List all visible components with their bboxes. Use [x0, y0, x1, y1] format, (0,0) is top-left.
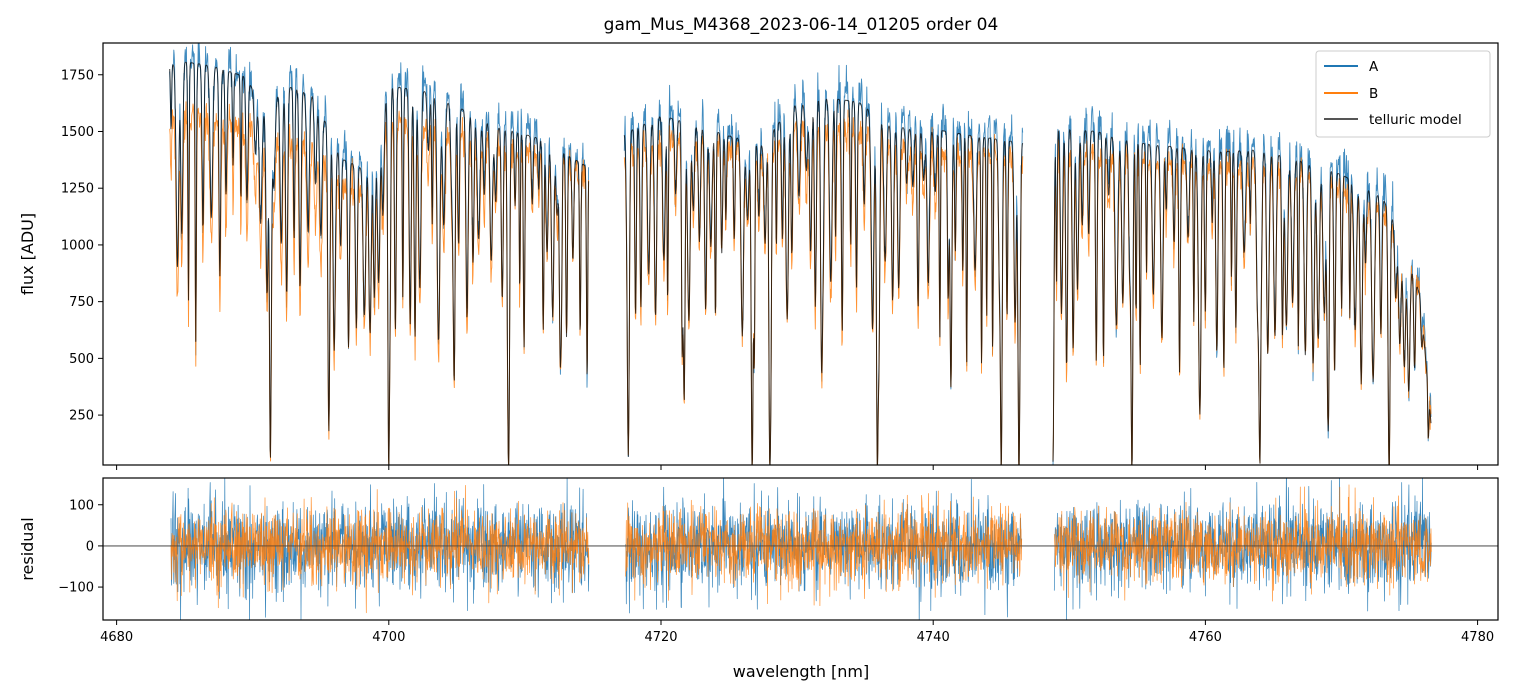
- residual-x-ticks: 4680 4700 4720 4740 4760 4780: [100, 620, 1494, 645]
- residual-x-tick-label: 4780: [1461, 630, 1494, 645]
- flux-y-tick-label: 500: [69, 352, 94, 367]
- legend-label-b: B: [1369, 86, 1378, 102]
- residual-x-tick-label: 4760: [1189, 630, 1222, 645]
- flux-y-tick-label: 1000: [61, 238, 94, 253]
- chart-title: gam_Mus_M4368_2023-06-14_01205 order 04: [604, 15, 999, 35]
- legend-label-telluric: telluric model: [1369, 112, 1462, 128]
- flux-plot-area: [169, 43, 1432, 465]
- residual-line-b-segment-0: [170, 485, 590, 614]
- flux-x-ticks: [116, 465, 1479, 470]
- residual-panel: −100 0 100 4680 4700 4720 4740 4760 4780 residu…: [18, 477, 1499, 681]
- residual-y-label: residual: [18, 517, 37, 580]
- residual-x-tick-label: 4720: [644, 630, 677, 645]
- flux-y-ticks: 250 500 750 1000 1250 1500 1750: [61, 68, 103, 424]
- telluric-model-line-segment-1: [623, 98, 1024, 465]
- residual-x-tick-label: 4700: [372, 630, 405, 645]
- residual-y-tick-label: −100: [58, 581, 94, 596]
- legend-label-a: A: [1369, 59, 1379, 75]
- residual-line-b-segment-1: [625, 490, 1023, 607]
- legend: A B telluric model: [1315, 50, 1491, 138]
- flux-y-tick-label: 1750: [61, 68, 94, 83]
- residual-axes-frame: [102, 477, 1499, 621]
- flux-y-tick-label: 750: [69, 295, 94, 310]
- legend-frame: [1315, 50, 1491, 138]
- flux-y-tick-label: 1250: [61, 182, 94, 197]
- residual-x-tick-label: 4680: [100, 630, 133, 645]
- flux-y-tick-label: 1500: [61, 125, 94, 140]
- residual-y-tick-label: 0: [86, 539, 94, 554]
- x-axis-label: wavelength [nm]: [733, 662, 870, 681]
- residual-plot-area: [103, 478, 1498, 620]
- telluric-model-line-segment-2: [1052, 129, 1432, 465]
- residual-y-ticks: −100 0 100: [58, 498, 103, 596]
- telluric-model-line-segment-0: [169, 61, 590, 465]
- flux-y-label: flux [ADU]: [18, 213, 37, 295]
- flux-panel: 250 500 750 1000 1250 1500 1750 flux [ADU]: [18, 42, 1499, 470]
- flux-axes-frame: [102, 42, 1499, 466]
- residual-line-b-segment-2: [1053, 484, 1432, 602]
- residual-y-tick-label: 100: [69, 498, 94, 513]
- residual-x-tick-label: 4740: [917, 630, 950, 645]
- flux-y-tick-label: 250: [69, 409, 94, 424]
